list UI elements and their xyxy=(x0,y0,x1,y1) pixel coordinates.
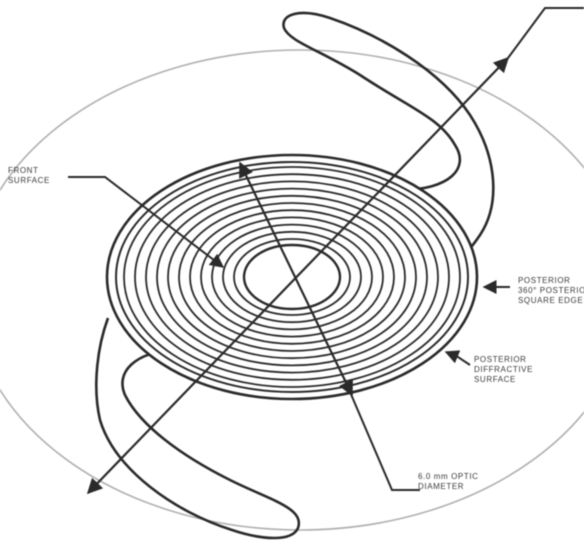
front-surface-label: FRONT SURFACE xyxy=(8,166,50,186)
axis-label-leader xyxy=(507,7,584,59)
front-surface-label-line-2: SURFACE xyxy=(8,176,50,185)
optic-diameter-label-line-1: 6.0 mm OPTIC xyxy=(418,472,479,481)
diffractive-surface-leader xyxy=(444,350,471,366)
optic-diameter-arrow xyxy=(239,161,353,397)
front-surface-leader xyxy=(68,176,225,268)
square-edge-label-line-3: SQUARE EDGE xyxy=(518,296,584,305)
optic-diameter-label: 6.0 mm OPTIC DIAMETER xyxy=(418,472,479,492)
optic-diameter-label-line-2: DIAMETER xyxy=(418,482,465,491)
square-edge-label-line-1: POSTERIOR xyxy=(518,276,571,285)
square-edge-label: POSTERIOR 360° POSTERIOR SQUARE EDGE xyxy=(518,276,584,306)
diffractive-surface-label: POSTERIOR DIFFRACTIVE SURFACE xyxy=(474,355,533,385)
square-edge-label-line-2: 360° POSTERIOR xyxy=(518,286,584,295)
capsule-outline xyxy=(0,49,584,531)
optic-diameter-leader xyxy=(343,377,420,491)
diffractive-surface-label-line-2: DIFFRACTIVE xyxy=(474,365,534,374)
optic-outer-edge xyxy=(105,153,479,401)
front-surface-label-line-1: FRONT xyxy=(8,166,39,175)
diffractive-surface-label-line-3: SURFACE xyxy=(474,375,516,384)
diffractive-surface-label-line-1: POSTERIOR xyxy=(474,355,527,364)
